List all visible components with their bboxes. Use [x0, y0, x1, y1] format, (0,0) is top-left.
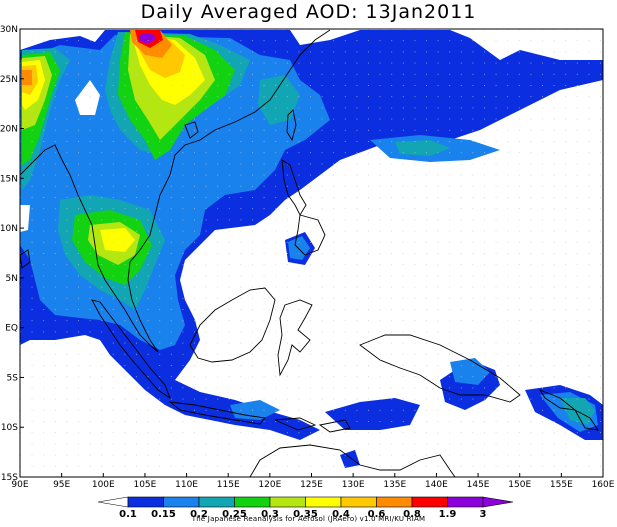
lon-tick-label: 90E [11, 480, 28, 490]
coastlines [20, 29, 599, 477]
colorbar-segment [411, 496, 448, 508]
longitude-axis: 90E 95E 100E 105E 110E 115E 120E 125E 130E 135E 14… [11, 473, 615, 490]
colorbar-label: 3 [480, 509, 487, 520]
lat-tick-label: 20N [0, 125, 18, 135]
lon-tick-label: 130E [342, 480, 365, 490]
colorbar-segment [127, 496, 164, 508]
lat-tick-label: 5S [7, 373, 19, 383]
lat-tick-label: EQ [5, 324, 18, 334]
lat-tick-label: 15N [0, 174, 18, 184]
grid-dots [20, 29, 603, 477]
colorbar-label: 0.3 [261, 509, 279, 520]
lon-tick-label: 125E [300, 480, 323, 490]
lat-tick-label: 5N [6, 274, 18, 284]
colorbar-label: 1.9 [439, 509, 457, 520]
colorbar-label: 0.15 [151, 509, 176, 520]
colorbar-segment [234, 496, 271, 508]
colorbar-label: 0.4 [332, 509, 350, 520]
lon-tick-label: 155E [550, 480, 573, 490]
colorbar-segment [376, 496, 413, 508]
colorbar-segment [305, 496, 342, 508]
colorbar-label: 0.8 [403, 509, 421, 520]
lon-tick-label: 140E [425, 480, 448, 490]
latitude-axis: 30N 25N 20N 15N 10N 5N EQ 5S 10S 15S [0, 25, 24, 483]
lon-tick-label: 160E [592, 480, 615, 490]
colorbar-segment [163, 496, 200, 508]
colorbar-label: 0.1 [119, 509, 137, 520]
colorbar-segment [340, 496, 377, 508]
colorbar-label: 0.35 [293, 509, 318, 520]
colorbar-segment [269, 496, 306, 508]
colorbar-segment [447, 496, 484, 508]
lon-tick-label: 115E [217, 480, 240, 490]
lon-tick-label: 110E [175, 480, 198, 490]
lat-tick-label: 30N [0, 25, 18, 35]
lon-tick-label: 150E [508, 480, 531, 490]
lon-tick-label: 135E [383, 480, 406, 490]
credit-text: The Japanese Reanalysis for Aerosol (JRA… [191, 515, 426, 523]
colorbar-label: 0.6 [368, 509, 386, 520]
map-title: Daily Averaged AOD: 13Jan2011 [140, 1, 477, 23]
lat-tick-label: 15S [1, 473, 18, 483]
colorbar-label: 0.25 [222, 509, 247, 520]
colorbar-high-arrow [482, 496, 514, 508]
lat-tick-label: 10S [1, 423, 18, 433]
colorbar-label: 0.2 [190, 509, 208, 520]
lon-tick-label: 120E [258, 480, 281, 490]
colorbar-segment [198, 496, 235, 508]
lon-tick-label: 95E [53, 480, 70, 490]
lon-tick-label: 105E [133, 480, 156, 490]
colorbar-low-arrow [97, 496, 129, 508]
lon-tick-label: 145E [467, 480, 490, 490]
colorbar: 0.1 0.15 0.2 0.25 0.3 0.35 0.4 0.6 0.8 1.9 3 [97, 496, 514, 520]
lat-tick-label: 10N [0, 224, 18, 234]
lat-tick-label: 25N [0, 75, 18, 85]
lon-tick-label: 100E [92, 480, 115, 490]
